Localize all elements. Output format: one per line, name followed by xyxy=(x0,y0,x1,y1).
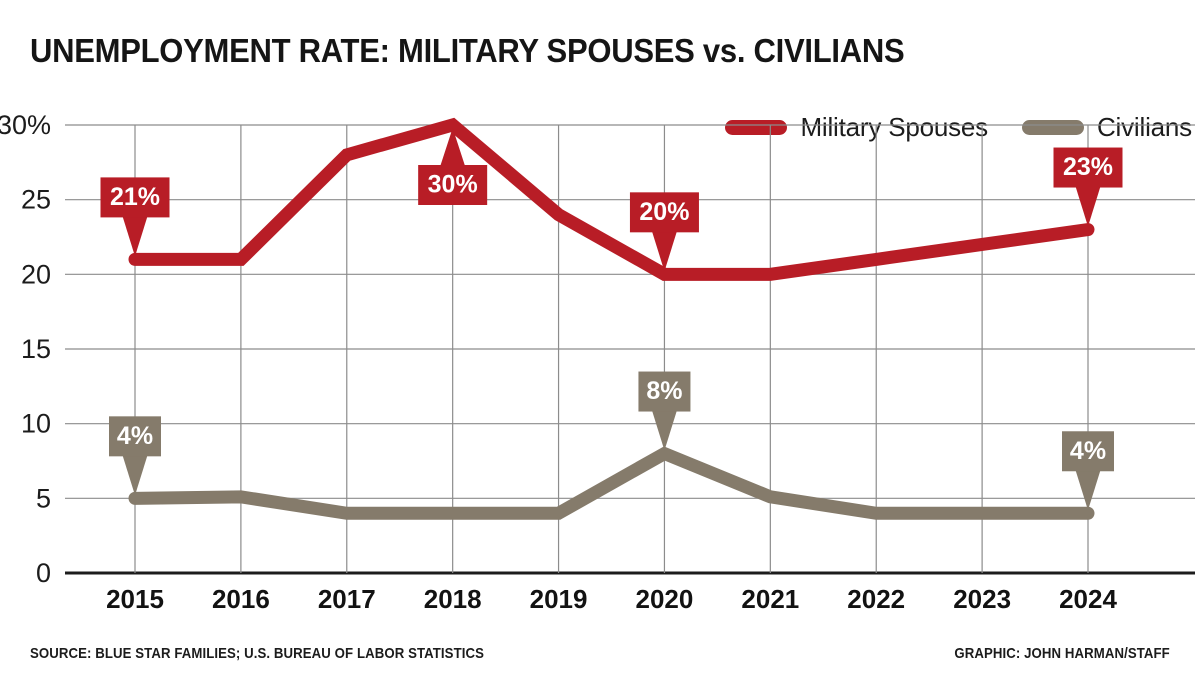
y-axis-tick-label: 10 xyxy=(21,409,51,439)
legend-item-military-spouses: Military Spouses xyxy=(725,112,988,143)
x-axis-tick-label: 2023 xyxy=(953,584,1011,614)
x-axis-tick-label: 2017 xyxy=(318,584,376,614)
callout-pointer-down xyxy=(121,211,149,257)
callout-value-label: 30% xyxy=(428,171,478,199)
legend-item-civilians: Civilians xyxy=(1021,111,1192,143)
callout-box xyxy=(100,177,170,218)
callout-pointer-down xyxy=(1074,465,1102,511)
data-callout: 20% xyxy=(629,192,699,272)
y-axis-tick-label: 5 xyxy=(36,483,51,513)
credit-note: GRAPHIC: JOHN HARMAN/STAFF xyxy=(954,645,1170,662)
data-callout: 23% xyxy=(1053,147,1123,227)
callout-value-label: 21% xyxy=(110,183,160,211)
x-axis-tick-label: 2022 xyxy=(847,584,905,614)
data-callout: 4% xyxy=(109,416,161,496)
callout-pointer-down xyxy=(121,450,149,496)
page-title: UNEMPLOYMENT RATE: MILITARY SPOUSES vs. … xyxy=(30,32,905,69)
x-axis-tick-label: 2024 xyxy=(1059,584,1117,614)
callout-box xyxy=(638,371,691,412)
callout-value-label: 20% xyxy=(639,198,689,226)
y-axis-labels: 30% 25 20 15 10 5 0 xyxy=(0,110,51,588)
callout-box xyxy=(629,192,699,233)
data-callout: 21% xyxy=(100,177,170,257)
callout-box xyxy=(418,165,488,205)
y-axis-tick-label: 20 xyxy=(21,259,51,289)
data-callout: 30% xyxy=(418,128,488,205)
gridlines xyxy=(65,124,1195,575)
data-callout: 8% xyxy=(638,371,691,451)
legend-swatch-civilians xyxy=(1021,119,1084,135)
x-axis-labels: 2015 2016 2017 2018 2019 2020 2021 2022 2023 2024 xyxy=(106,584,1117,614)
y-axis-tick-label: 25 xyxy=(21,185,51,215)
callout-pointer-up xyxy=(438,128,467,171)
series-line xyxy=(128,117,1095,281)
x-axis-tick-label: 2019 xyxy=(530,584,588,614)
callout-pointer-down xyxy=(650,405,679,451)
callout-pointer-down xyxy=(1074,181,1102,227)
x-axis-tick-label: 2021 xyxy=(741,584,799,614)
legend-label-military-spouses: Military Spouses xyxy=(800,111,988,142)
y-axis-tick-label: 0 xyxy=(36,558,51,588)
footer: SOURCE: BLUE STAR FAMILIES; U.S. BUREAU … xyxy=(30,645,1170,662)
callout-value-label: 8% xyxy=(646,377,682,405)
callout-value-label: 4% xyxy=(117,422,153,450)
callout-value-label: 4% xyxy=(1070,437,1106,465)
series-lines xyxy=(128,117,1095,520)
data-callouts: 21% 30% 20% 23% 4% 8% 4% xyxy=(100,128,1123,511)
callout-box xyxy=(109,416,161,457)
legend-label-civilians: Civilians xyxy=(1096,111,1192,142)
callout-box xyxy=(1053,147,1123,188)
callout-value-label: 23% xyxy=(1063,153,1113,181)
callout-box xyxy=(1062,431,1114,472)
series-line xyxy=(128,446,1095,520)
x-axis-tick-label: 2020 xyxy=(636,584,694,614)
chart-legend: Military Spouses Civilians xyxy=(725,110,1192,144)
legend-swatch-military-spouses xyxy=(725,119,788,135)
x-axis-tick-label: 2018 xyxy=(424,584,482,614)
callout-pointer-down xyxy=(650,226,679,272)
data-callout: 4% xyxy=(1062,431,1114,511)
x-axis-tick-label: 2016 xyxy=(212,584,270,614)
y-axis-tick-label: 30% xyxy=(0,110,51,140)
y-axis-tick-label: 15 xyxy=(21,334,51,364)
source-note: SOURCE: BLUE STAR FAMILIES; U.S. BUREAU … xyxy=(30,645,484,662)
x-axis-tick-label: 2015 xyxy=(106,584,164,614)
